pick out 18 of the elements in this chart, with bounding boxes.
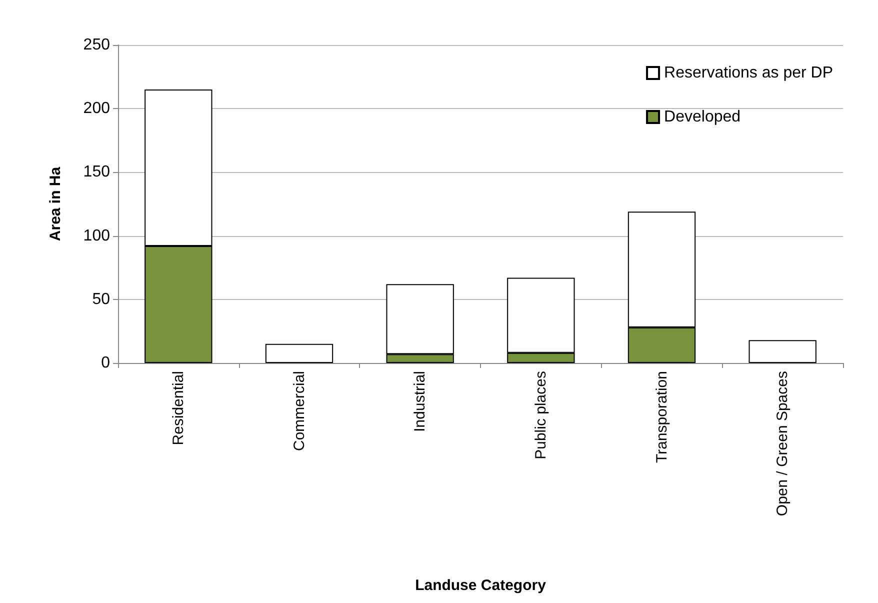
bar [748, 340, 816, 363]
x-tick-label: Public places [532, 371, 550, 460]
x-tick-label: Open / Green Spaces [774, 371, 792, 516]
y-tick-label: 250 [83, 36, 110, 54]
y-tick-label: 0 [101, 354, 110, 372]
legend-label: Reservations as per DP [664, 64, 834, 82]
x-tick-label: Transporation [653, 371, 670, 463]
x-axis-title: Landuse Category [415, 577, 547, 594]
y-tick-label: 200 [83, 100, 110, 118]
y-tick-label: 150 [83, 164, 110, 181]
x-tick-label: Residential [170, 371, 187, 446]
bar [265, 344, 334, 363]
y-axis-title: Area in Ha [47, 166, 64, 242]
x-tick-label: Industrial [412, 371, 429, 432]
legend-label: Developed [664, 108, 741, 126]
y-tick-label: 100 [83, 227, 110, 244]
y-tick-label: 50 [92, 290, 110, 308]
x-tick-label: Commercial [290, 371, 308, 452]
